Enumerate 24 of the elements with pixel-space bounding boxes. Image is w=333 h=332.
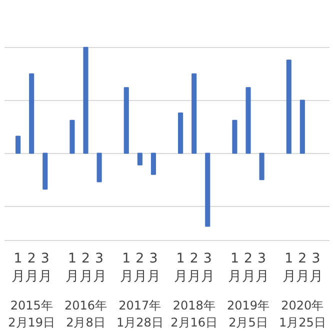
x-tick-label: 1月 <box>174 252 188 284</box>
text: 2018年 2月16日 <box>170 298 218 330</box>
x-tick-label: 3月 <box>38 252 52 284</box>
x-tick-label: 3月 <box>309 252 322 284</box>
x-tick-label: 3月 <box>201 252 214 284</box>
text: 2020年 1月25日 <box>278 298 326 330</box>
x-tick-label: 2月 <box>242 252 255 284</box>
x-tick-label: 1月 <box>12 252 25 284</box>
x-tick-label: 3月 <box>92 252 106 284</box>
x-tick-label: 2月 <box>25 252 38 284</box>
x-tick-label: 2月 <box>133 252 146 284</box>
text: 2017年 1月28日 <box>116 298 164 330</box>
x-tick-label: 1月 <box>228 252 242 284</box>
x-tick-label: 1月 <box>282 252 296 284</box>
x-tick-label: 2月 <box>296 252 309 284</box>
x-tick-label: 1月 <box>120 252 133 284</box>
x-tick-label: 2月 <box>188 252 201 284</box>
text: 2019年 2月5日 <box>226 298 270 330</box>
x-tick-label: 1月 <box>66 252 79 284</box>
text: 2016年 2月8日 <box>64 298 108 330</box>
x-tick-label: 3月 <box>146 252 160 284</box>
x-tick-label: 3月 <box>255 252 268 284</box>
text: 2015年 2月19日 <box>8 298 56 330</box>
x-tick-label: 2月 <box>79 252 92 284</box>
